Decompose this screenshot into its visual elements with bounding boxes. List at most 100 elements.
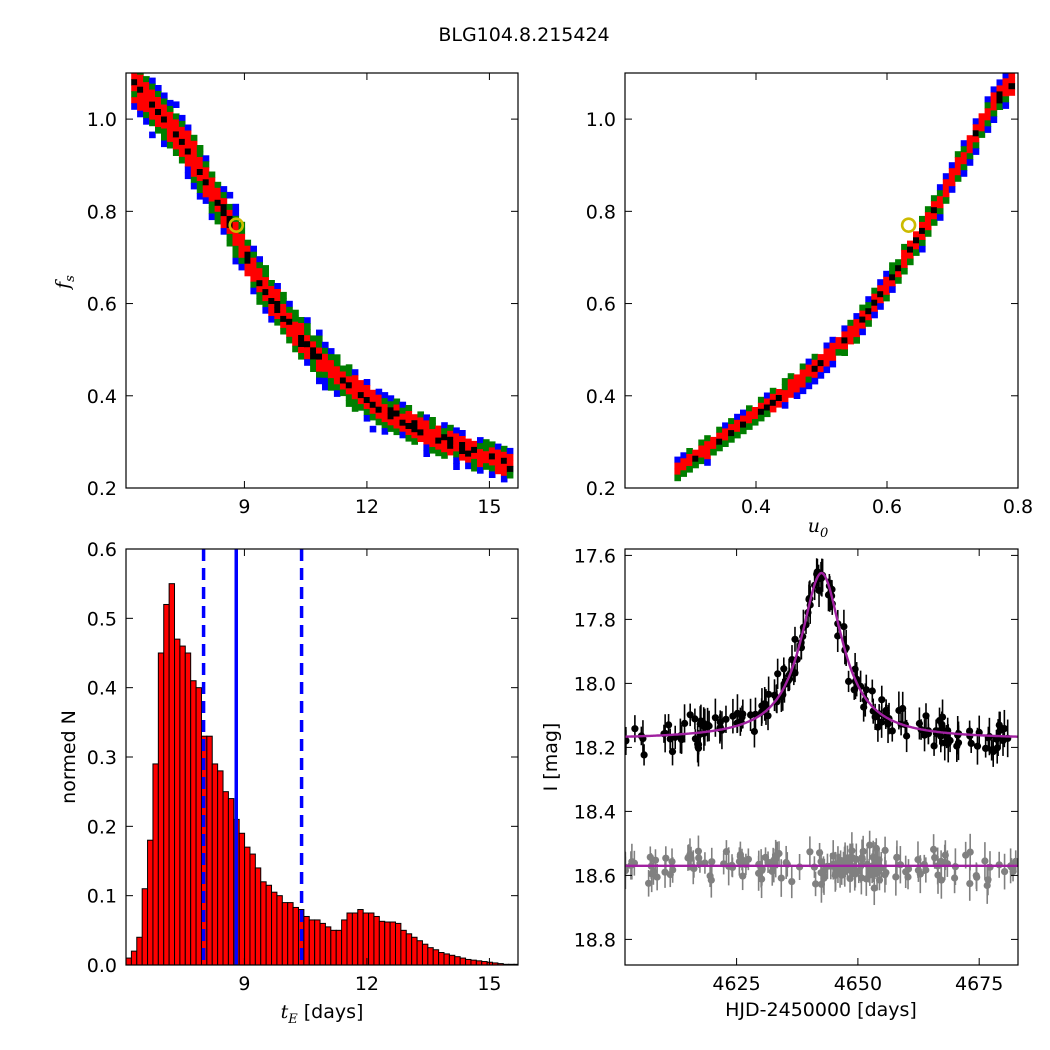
lc-ytick-label: 18.6 — [574, 865, 616, 887]
fs-u0-cell — [823, 360, 831, 368]
lc-point — [916, 870, 924, 878]
fs-te-cell — [137, 110, 144, 118]
fs-u0-cell — [686, 454, 693, 461]
lc-model-curve — [625, 571, 1018, 738]
lc-point — [903, 732, 911, 740]
fs-te-cell — [393, 404, 401, 412]
fs-u0-cell — [871, 293, 878, 301]
fs-te-cell — [399, 431, 407, 439]
fs-te-cell — [351, 399, 359, 406]
fs-te-cell — [459, 448, 466, 455]
panel-lightcurve: 4625 4650 4675 17.6 17.8 18.0 18.2 18.4 18.6 18.8… — [540, 545, 1019, 1021]
fs-te-cell — [453, 439, 460, 446]
fs-u0-cell — [907, 240, 914, 248]
fs-u0-cell — [865, 320, 872, 327]
fs-te-cell — [405, 435, 413, 442]
fs-te-cell — [441, 440, 448, 447]
fs-te-cell — [387, 413, 395, 420]
fs-te-cell — [137, 92, 144, 100]
fs-te-cell — [196, 187, 204, 194]
fs-te-cell — [310, 365, 317, 372]
fs-u0-cell — [811, 371, 819, 379]
fs-te-cell — [429, 423, 436, 430]
fs-u0-ytick-label: 0.2 — [586, 478, 616, 500]
fs-u0-cell — [877, 303, 884, 310]
lc-point — [875, 876, 884, 884]
fs-te-cell — [375, 412, 383, 420]
fs-te-cell — [333, 366, 341, 373]
fs-te-cell — [143, 106, 150, 113]
fs-te-cell — [208, 213, 216, 221]
lc-point — [685, 853, 693, 861]
fs-u0-cell — [805, 376, 813, 384]
lc-point — [874, 723, 882, 731]
fs-u0-cell — [841, 331, 848, 338]
fs-u0-frame — [624, 72, 1019, 489]
lc-ytick-label: 18.2 — [574, 737, 616, 759]
fs-te-cell — [155, 109, 162, 116]
fs-u0-cell — [692, 455, 699, 463]
lc-point — [669, 866, 677, 874]
fs-u0-cell — [722, 428, 729, 435]
fs-u0-cell — [901, 255, 908, 263]
fs-u0-cell — [728, 418, 735, 425]
fs-te-cell — [280, 309, 287, 317]
fs-te-cell — [184, 136, 192, 144]
lc-point — [625, 736, 630, 744]
xlabel-main: u — [808, 515, 820, 537]
fs-te-ytick-label: 0.6 — [87, 294, 117, 316]
fs-te-cell — [250, 275, 257, 283]
fs-te-cell — [357, 398, 365, 405]
fs-u0-cell — [966, 153, 974, 160]
fs-te-cell — [327, 360, 335, 367]
fs-te-cell — [298, 323, 305, 330]
fs-u0-cell — [746, 423, 753, 430]
fs-te-cell — [155, 97, 162, 104]
fs-te-cell — [447, 430, 454, 438]
hist-bar — [276, 895, 283, 965]
fs-u0-cell — [686, 448, 693, 455]
fs-te-cell — [220, 204, 228, 211]
fs-u0-cell — [805, 358, 813, 366]
fs-te-cell — [429, 441, 436, 448]
fs-u0-cell — [829, 348, 837, 356]
fs-te-cell — [208, 171, 216, 179]
fs-u0-cell — [799, 363, 807, 371]
fs-te-cell — [369, 401, 377, 409]
lc-point — [631, 725, 639, 733]
fs-u0-cell — [698, 457, 705, 465]
fs-te-cell — [488, 459, 496, 466]
fs-u0-cell — [740, 427, 747, 435]
fs-te-cell — [226, 239, 234, 247]
fs-u0-cell — [728, 430, 735, 437]
fs-te-cell — [137, 98, 144, 106]
fs-u0-cell — [763, 404, 771, 412]
fs-te-cell — [310, 347, 317, 354]
fs-u0-cell — [966, 135, 974, 142]
fs-te-cell — [149, 101, 156, 109]
fs-te-cell — [184, 160, 192, 168]
fs-u0-cell — [680, 458, 687, 465]
fs-u0-ytick-label: 1.0 — [586, 109, 616, 131]
fs-te-cell — [363, 415, 371, 422]
fs-u0-cell — [793, 380, 801, 387]
hist-bar — [341, 919, 348, 965]
fs-u0-cell — [907, 246, 914, 254]
fs-u0-cell — [948, 180, 956, 187]
fs-te-cell — [166, 105, 174, 113]
fs-te-cell — [149, 77, 156, 85]
fs-te-cell — [471, 446, 478, 454]
fs-u0-cell — [757, 396, 765, 404]
fs-te-cell — [214, 193, 222, 201]
lc-point — [995, 721, 1003, 729]
fs-u0-cell — [1002, 96, 1010, 103]
fs-te-cell — [292, 327, 299, 335]
fs-te-cell — [202, 161, 210, 168]
fs-u0-cell — [787, 379, 795, 386]
fs-te-cell — [351, 393, 359, 400]
fs-te-cell — [393, 428, 401, 436]
fs-te-cell — [465, 456, 472, 464]
fs-te-cell — [310, 353, 317, 360]
fs-te-cell — [202, 197, 210, 204]
lc-point — [834, 632, 842, 640]
